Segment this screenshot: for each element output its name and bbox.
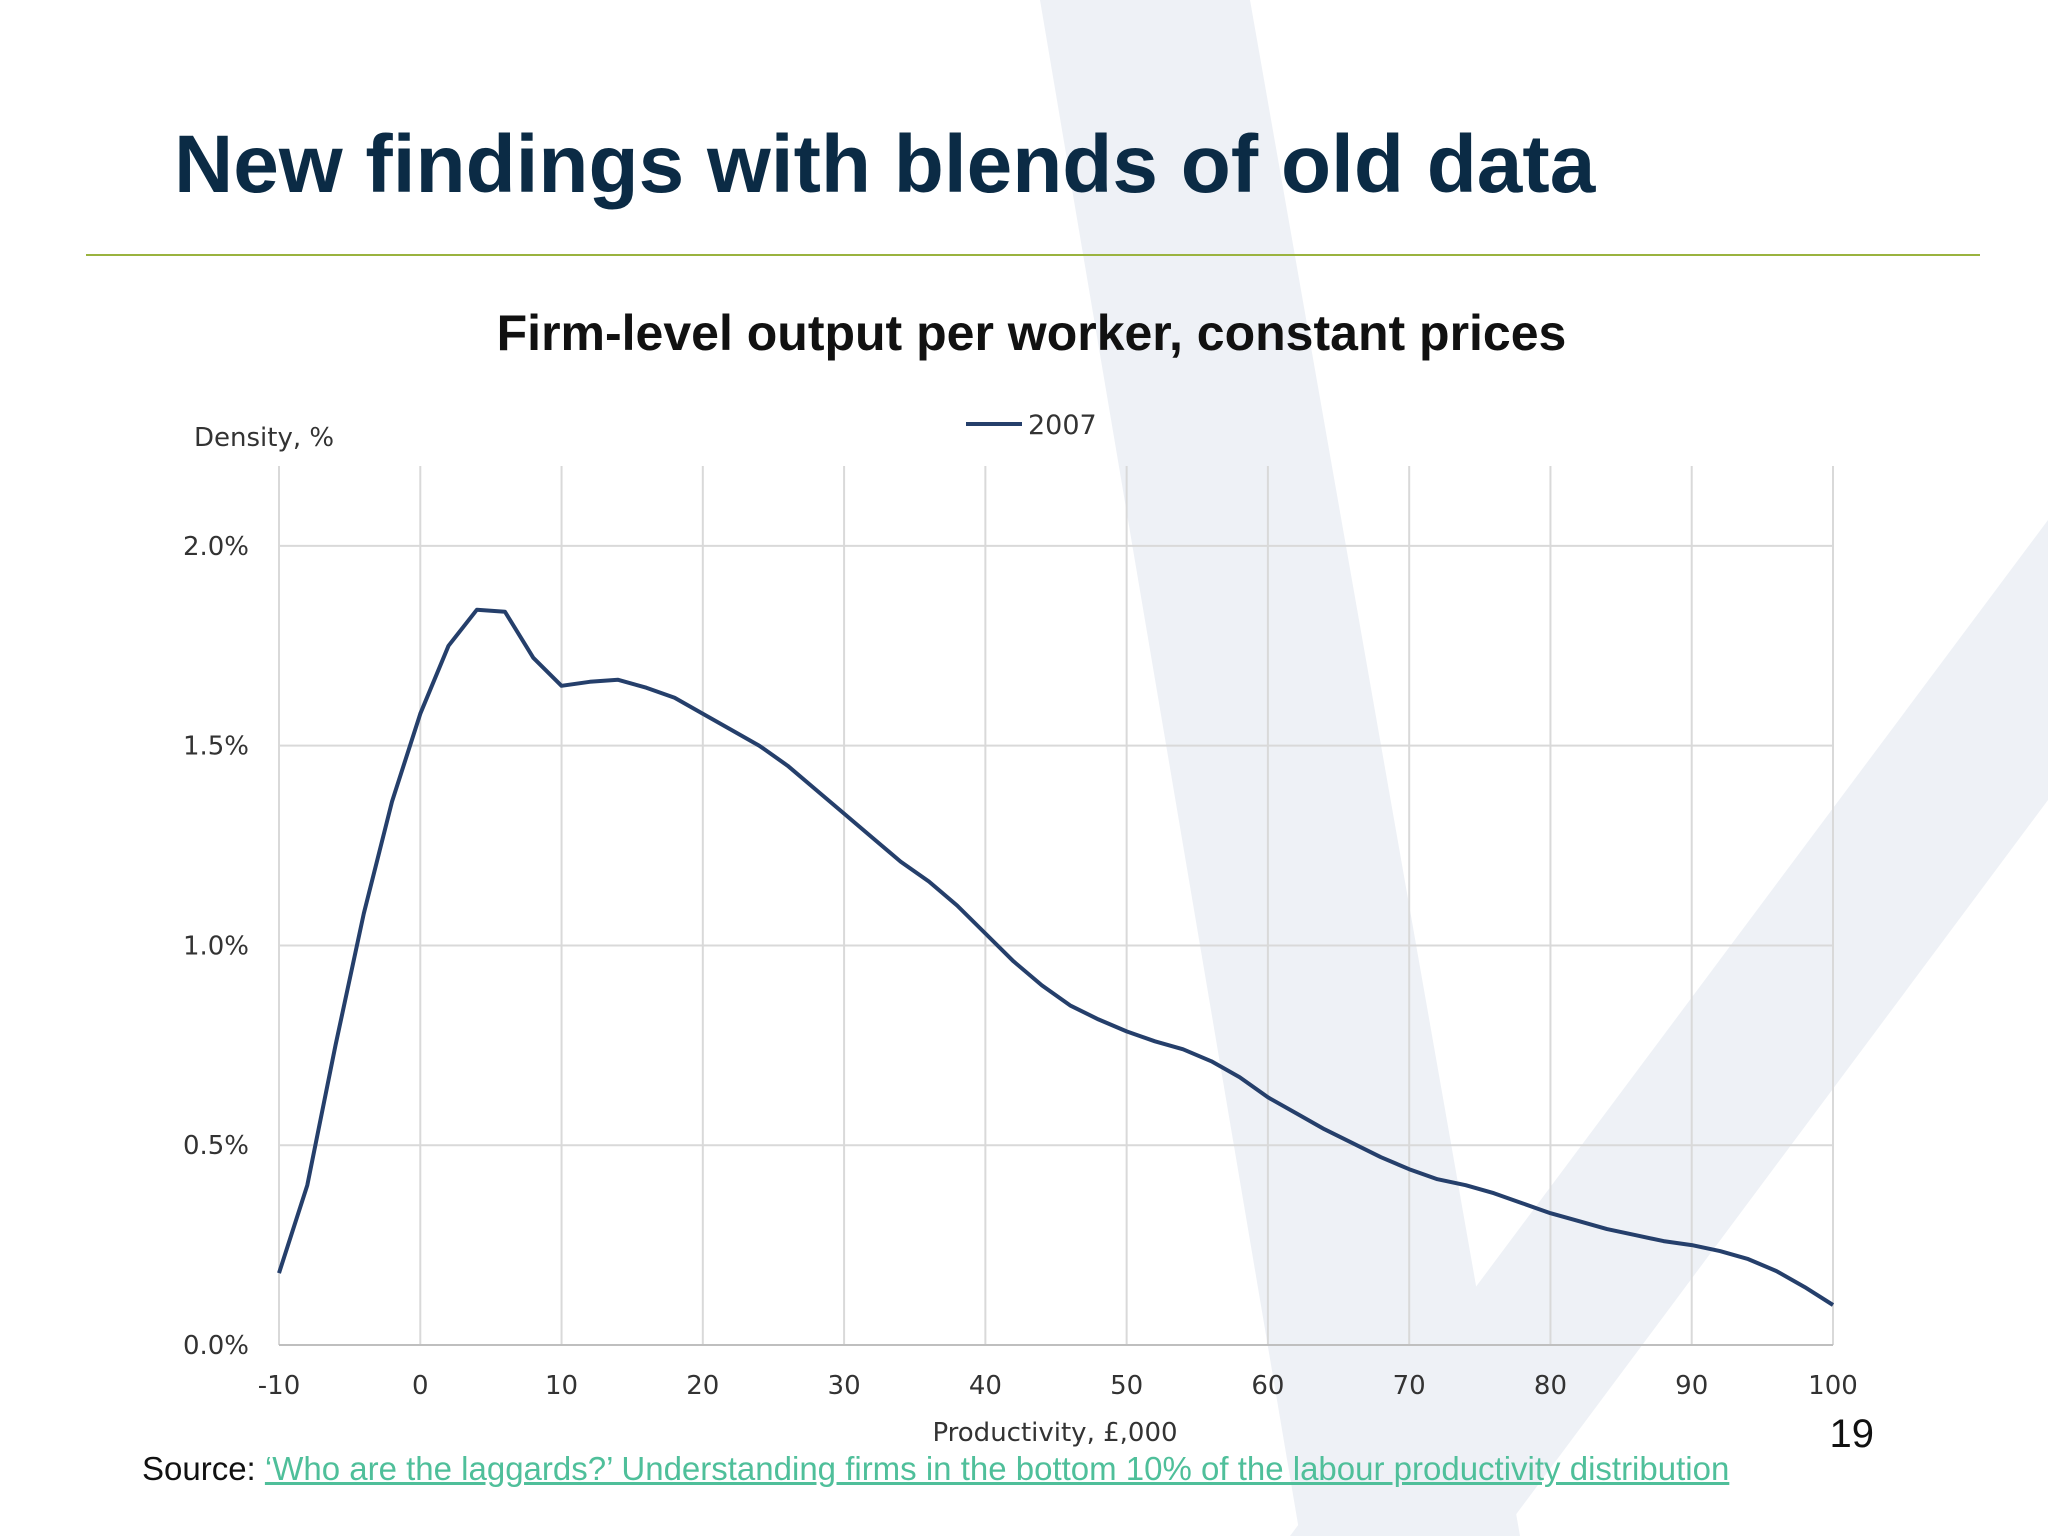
x-tick-label: 20 [686,1371,719,1401]
source-link[interactable]: ‘Who are the laggards?’ Understanding fi… [264,1450,1730,1487]
legend-label-2007: 2007 [1028,410,1097,441]
x-tick-label: 40 [969,1371,1002,1401]
source-citation: Source: ‘Who are the laggards?’ Understa… [142,1450,1729,1488]
legend: 2007 [966,410,1097,441]
x-tick-label: 90 [1675,1371,1708,1401]
x-tick-label: 30 [828,1371,861,1401]
chart-title: Firm-level output per worker, constant p… [496,305,1567,361]
y-tick-label: 0.5% [183,1131,249,1161]
x-tick-label: -10 [258,1371,300,1401]
y-tick-label: 0.0% [183,1331,249,1361]
x-tick-label: 0 [412,1371,429,1401]
x-axis-label: Productivity, £,000 [932,1418,1177,1448]
title-divider [86,254,1980,256]
page-number: 19 [1829,1412,1875,1456]
y-axis-label: Density, % [194,423,334,453]
y-tick-label: 1.0% [183,931,249,961]
watermark-stroke-left [1040,0,1520,1536]
slide-title: New findings with blends of old data [174,119,1596,210]
grid-layer [278,466,1834,1345]
series-layer [277,607,1835,1307]
watermark-stroke-right [1290,520,2048,1536]
x-tick-label: 100 [1808,1371,1858,1401]
source-label: Source: [142,1450,256,1487]
tick-layer: -10 0 10 20 30 40 50 60 70 80 90 100 0.0% 0.5% 1.0% 1.5… [183,532,1858,1401]
series-line-2007 [277,607,1835,1307]
x-tick-label: 60 [1251,1371,1284,1401]
y-tick-label: 1.5% [183,732,249,762]
y-tick-label: 2.0% [183,532,249,562]
x-tick-label: 70 [1393,1371,1426,1401]
x-tick-label: 50 [1110,1371,1143,1401]
x-tick-label: 80 [1534,1371,1567,1401]
x-tick-label: 10 [545,1371,578,1401]
